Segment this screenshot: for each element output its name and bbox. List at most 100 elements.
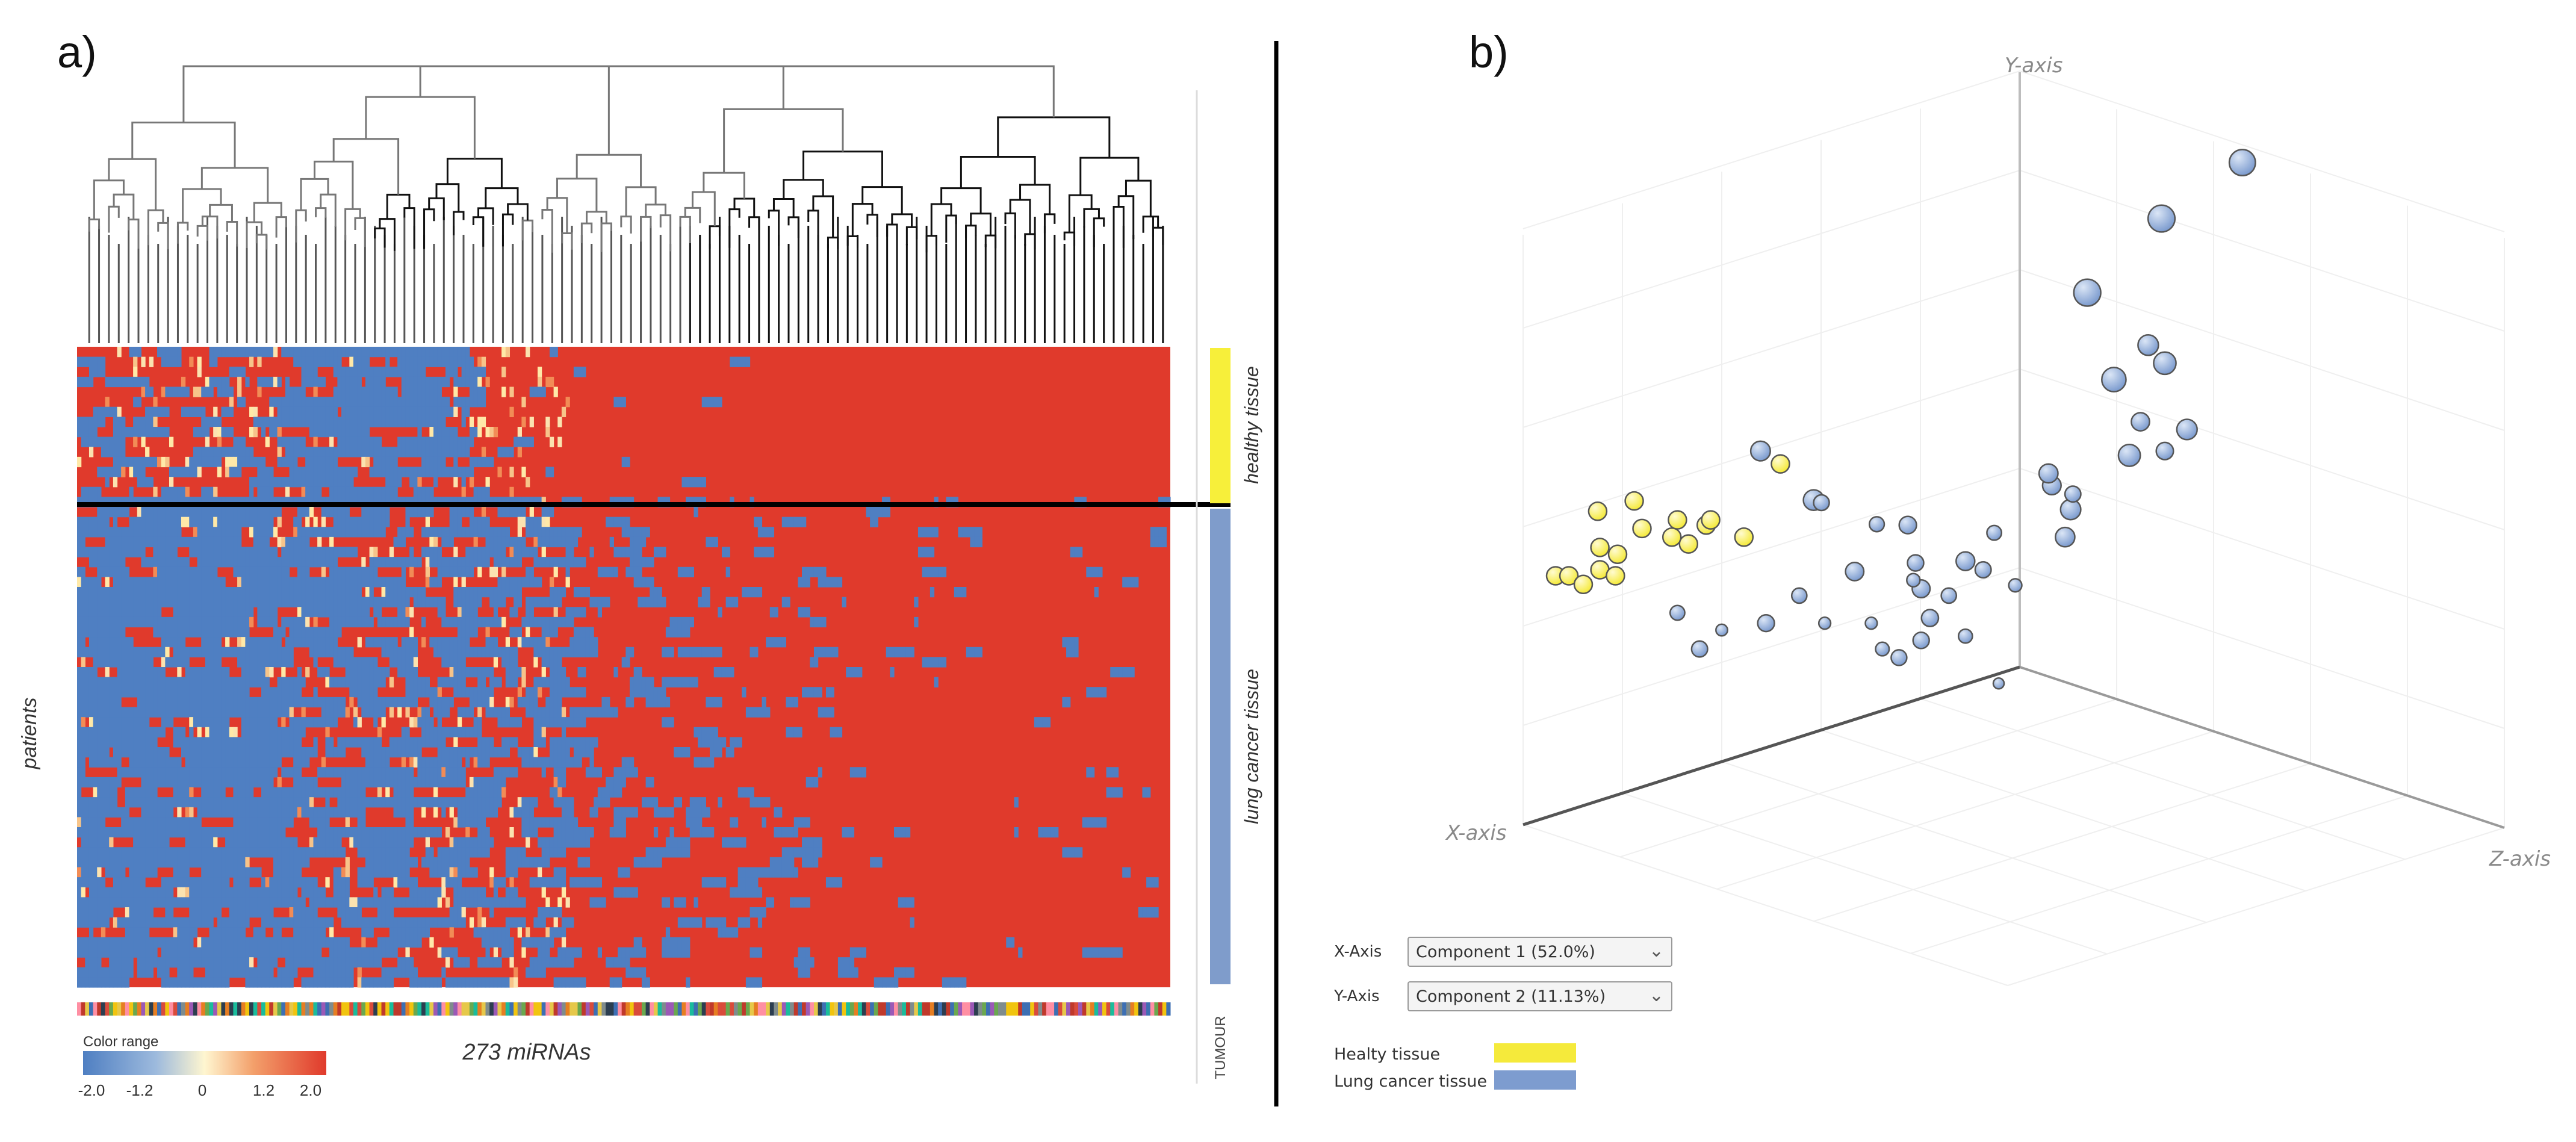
- heatmap-cell: [237, 447, 242, 458]
- heatmap-cell: [237, 467, 242, 477]
- heatmap-cell: [573, 497, 579, 507]
- heatmap-cell: [573, 707, 579, 718]
- heatmap-cell: [1038, 717, 1043, 728]
- heatmap-cell: [301, 557, 306, 568]
- dendrogram-branch: [182, 65, 421, 123]
- heatmap-cell: [197, 597, 202, 607]
- heatmap-cell: [141, 657, 146, 668]
- heatmap-cell: [133, 527, 138, 538]
- heatmap-cell: [193, 627, 198, 638]
- heatmap-cell: [277, 427, 282, 438]
- heatmap-cell: [769, 547, 775, 557]
- heatmap-cell: [926, 527, 931, 538]
- heatmap-cell: [570, 616, 574, 628]
- heatmap-cell: [805, 607, 810, 618]
- heatmap-cell: [429, 557, 434, 568]
- heatmap-cell: [169, 577, 174, 588]
- heatmap-cell: [101, 517, 106, 527]
- heatmap-cell: [157, 607, 162, 618]
- heatmap-cell: [177, 737, 182, 748]
- heatmap-cell: [313, 597, 318, 607]
- heatmap-cell: [149, 707, 154, 718]
- heatmap-cell: [145, 737, 150, 748]
- heatmap-cell: [201, 557, 206, 568]
- heatmap-cell: [557, 527, 562, 538]
- heatmap-cell: [209, 527, 214, 538]
- heatmap-cell: [169, 436, 174, 447]
- heatmap-cell: [461, 447, 466, 458]
- heatmap-cell: [229, 427, 234, 438]
- dendrogram-branch: [728, 208, 740, 248]
- heatmap-cell: [229, 397, 234, 408]
- heatmap-cell: [477, 527, 482, 538]
- heatmap-cell: [133, 616, 138, 628]
- heatmap-cell: [88, 607, 94, 618]
- heatmap-cell: [201, 507, 206, 518]
- heatmap-cell: [249, 347, 254, 358]
- heatmap-cell: [289, 547, 294, 557]
- heatmap-cell: [85, 827, 90, 838]
- heatmap-cell: [165, 597, 170, 607]
- heatmap-cell: [533, 687, 538, 698]
- heatmap-cell: [582, 557, 586, 568]
- heatmap-cell: [405, 747, 410, 758]
- heatmap-cell: [129, 427, 134, 438]
- heatmap-cell: [577, 497, 582, 507]
- heatmap-cell: [473, 427, 478, 438]
- heatmap-cell: [365, 356, 370, 367]
- heatmap-cell: [429, 547, 434, 557]
- heatmap-cell: [369, 657, 374, 668]
- heatmap-cell: [113, 717, 118, 728]
- heatmap-cell: [589, 647, 594, 657]
- heatmap-cell: [457, 667, 462, 678]
- heatmap-cell: [461, 637, 466, 648]
- heatmap-cell: [429, 456, 434, 468]
- heatmap-cell: [650, 797, 654, 808]
- heatmap-cell: [313, 807, 318, 818]
- heatmap-cell: [269, 817, 274, 828]
- heatmap-cell: [818, 566, 822, 577]
- heatmap-cell: [157, 767, 162, 778]
- heatmap-cell: [353, 616, 358, 628]
- heatmap-cell: [88, 577, 94, 588]
- heatmap-cell: [145, 447, 150, 458]
- heatmap-cell: [88, 737, 94, 748]
- heatmap-cell: [565, 757, 570, 768]
- heatmap-cell: [85, 436, 90, 447]
- heatmap-cell: [345, 647, 350, 657]
- heatmap-cell: [193, 717, 198, 728]
- heatmap-cell: [181, 536, 186, 548]
- heatmap-cell: [641, 577, 647, 588]
- heatmap-cell: [401, 727, 406, 737]
- heatmap-cell: [549, 597, 554, 607]
- heatmap-cell: [433, 427, 438, 438]
- heatmap-cell: [509, 467, 514, 477]
- heatmap-cell: [165, 456, 170, 468]
- heatmap-cell: [373, 566, 378, 577]
- heatmap-cell: [481, 777, 486, 788]
- heatmap-cell: [573, 737, 579, 748]
- heatmap-cell: [317, 637, 322, 648]
- heatmap-cell: [433, 527, 438, 538]
- heatmap-cell: [509, 827, 514, 838]
- heatmap-cell: [437, 406, 442, 417]
- heatmap-cell: [473, 607, 478, 618]
- heatmap-cell: [497, 717, 502, 728]
- heatmap-cell: [485, 486, 490, 497]
- heatmap-cell: [725, 597, 730, 607]
- heatmap-cell: [197, 747, 202, 758]
- heatmap-cell: [117, 456, 122, 468]
- heatmap-cell: [85, 376, 90, 388]
- heatmap-cell: [437, 347, 442, 358]
- heatmap-cell: [597, 707, 603, 718]
- heatmap-cell: [317, 406, 322, 417]
- heatmap-cell: [413, 587, 418, 598]
- heatmap-cell: [369, 797, 374, 808]
- heatmap-cell: [145, 577, 150, 588]
- heatmap-cell: [97, 707, 102, 718]
- heatmap-cell: [257, 557, 262, 568]
- heatmap-cell: [493, 427, 498, 438]
- heatmap-cell: [177, 817, 182, 828]
- heatmap-cell: [353, 417, 358, 427]
- heatmap-cell: [369, 557, 374, 568]
